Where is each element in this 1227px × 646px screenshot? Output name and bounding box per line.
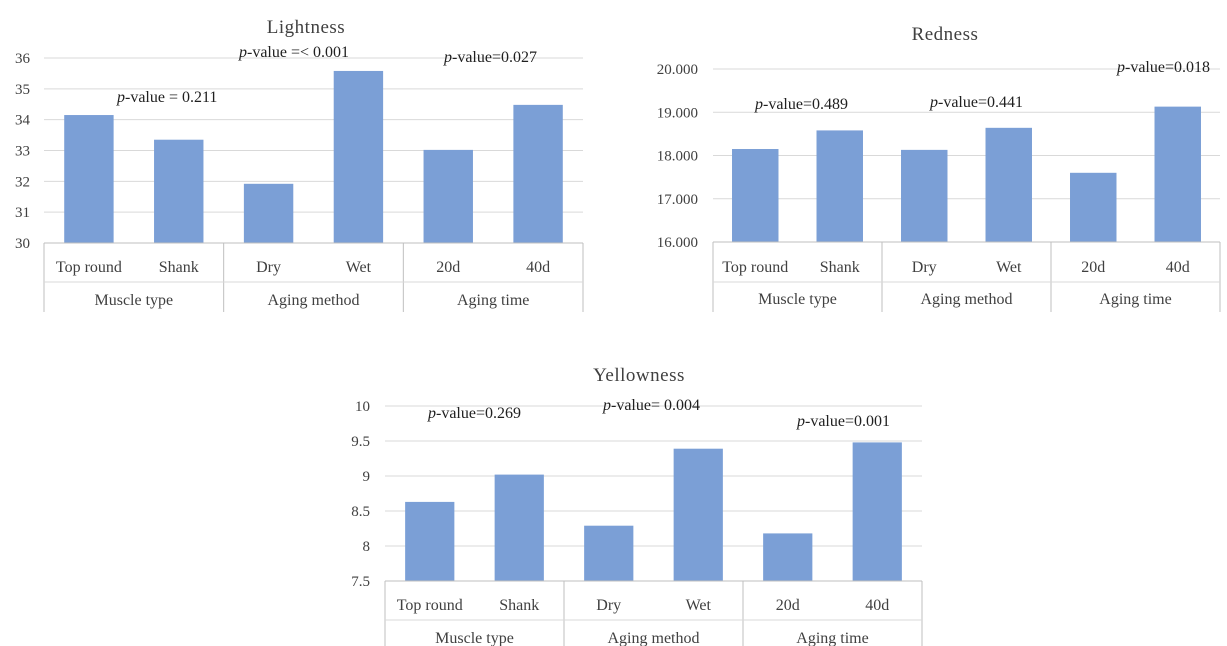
y-tick-label: 35 xyxy=(15,82,30,98)
category-label: 20d xyxy=(1081,259,1105,276)
chart-title: Yellowness xyxy=(593,365,685,386)
chart-title: Lightness xyxy=(267,17,345,38)
p-value-annotation: p-value=0.018 xyxy=(1116,59,1210,76)
p-value-annotation: p-value =< 0.001 xyxy=(238,44,349,61)
category-label: Dry xyxy=(596,597,621,614)
y-tick-label: 36 xyxy=(15,51,31,67)
bar-wet xyxy=(333,70,384,243)
category-label: Top round xyxy=(722,259,788,276)
category-label: Dry xyxy=(256,259,281,276)
group-label: Muscle type xyxy=(435,630,514,646)
group-label: Aging method xyxy=(608,630,700,646)
y-tick-label: 9.5 xyxy=(351,434,370,450)
bar-dry xyxy=(243,183,294,243)
y-tick-label: 17.000 xyxy=(657,192,698,208)
category-label: Wet xyxy=(996,259,1022,276)
p-value-annotation: p-value= 0.004 xyxy=(602,397,700,414)
group-label: Aging method xyxy=(921,291,1013,308)
category-label: Wet xyxy=(346,259,372,276)
y-tick-label: 7.5 xyxy=(351,574,370,590)
bar-wet xyxy=(985,127,1032,242)
category-label: Shank xyxy=(499,597,539,614)
bar-top-round xyxy=(64,115,114,243)
category-label: 40d xyxy=(1166,259,1190,276)
y-tick-label: 10 xyxy=(355,399,370,415)
p-value-annotation: p-value = 0.211 xyxy=(116,89,217,106)
bar-40d xyxy=(852,442,902,581)
category-label: Shank xyxy=(820,259,860,276)
y-tick-label: 16.000 xyxy=(657,235,698,251)
category-label: Dry xyxy=(912,259,937,276)
bar-shank xyxy=(154,139,204,243)
category-label: 40d xyxy=(526,259,550,276)
bar-shank xyxy=(816,130,863,242)
bar-shank xyxy=(494,474,544,581)
bar-top-round xyxy=(405,501,455,581)
y-tick-label: 9 xyxy=(363,469,371,485)
y-tick-label: 30 xyxy=(15,236,30,252)
bar-20d xyxy=(763,533,813,581)
category-label: 20d xyxy=(776,597,800,614)
category-label: Top round xyxy=(56,259,122,276)
p-value-annotation: p-value=0.027 xyxy=(443,49,537,66)
p-value-annotation: p-value=0.489 xyxy=(754,96,848,113)
group-label: Aging time xyxy=(796,630,868,646)
category-label: 20d xyxy=(436,259,460,276)
group-label: Aging time xyxy=(1099,291,1171,308)
group-label: Muscle type xyxy=(95,292,174,309)
y-tick-label: 20.000 xyxy=(657,62,698,78)
bar-top-round xyxy=(732,149,779,242)
category-label: Wet xyxy=(686,597,712,614)
bar-20d xyxy=(423,149,473,243)
p-value-annotation: p-value=0.001 xyxy=(796,413,890,430)
chart-title: Redness xyxy=(912,24,979,45)
y-tick-label: 32 xyxy=(15,174,30,190)
group-label: Muscle type xyxy=(758,291,837,308)
p-value-annotation: p-value=0.269 xyxy=(427,405,521,422)
category-label: Top round xyxy=(397,597,463,614)
bar-dry xyxy=(901,149,948,242)
p-value-annotation: p-value=0.441 xyxy=(929,94,1023,111)
bar-40d xyxy=(1154,106,1201,242)
bar-40d xyxy=(513,104,563,243)
y-tick-label: 19.000 xyxy=(657,105,698,121)
redness-chart: Redness 16.000 17.000 18.000 19.000 20.000 Top… xyxy=(657,24,1221,312)
bar-20d xyxy=(1070,172,1117,242)
group-label: Aging method xyxy=(268,292,360,309)
y-tick-label: 33 xyxy=(15,144,30,160)
y-tick-label: 8.5 xyxy=(351,504,370,520)
lightness-chart: Lightness 30 31 32 33 34 35 36 Top round Shank Dry… xyxy=(15,17,584,312)
bar-wet xyxy=(673,448,723,581)
category-label: 40d xyxy=(865,597,889,614)
y-tick-label: 31 xyxy=(15,205,30,221)
y-tick-label: 18.000 xyxy=(657,149,698,165)
bar-dry xyxy=(584,525,634,581)
yellowness-chart: Yellowness 7.5 8 8.5 9 9.5 10 Top round Shank Dry… xyxy=(351,365,923,646)
y-tick-label: 8 xyxy=(363,539,371,555)
y-tick-label: 34 xyxy=(15,113,31,129)
group-label: Aging time xyxy=(457,292,529,309)
category-label: Shank xyxy=(159,259,199,276)
